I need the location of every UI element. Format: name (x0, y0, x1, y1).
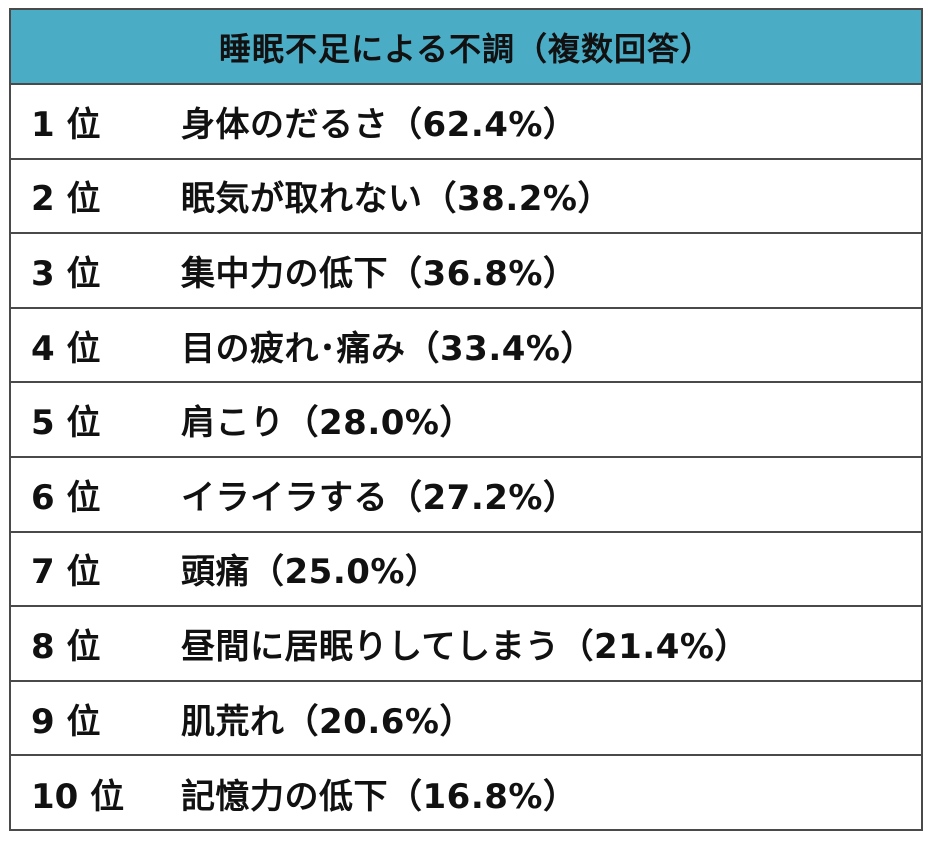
rank-label: 5 位 (31, 403, 101, 444)
item-label: 目の疲れ･痛み（33.4%） (181, 328, 595, 369)
ranking-table: 睡眠不足による不調（複数回答） 1 位 身体のだるさ（62.4%） 2 位 眠気… (9, 8, 923, 831)
item-label: 記憶力の低下（16.8%） (181, 777, 578, 818)
table-row: 5 位 肩こり（28.0%） (11, 383, 921, 458)
rank-label: 6 位 (31, 477, 101, 518)
rank-label: 1 位 (31, 104, 101, 145)
table-row: 2 位 眠気が取れない（38.2%） (11, 160, 921, 235)
table-row: 1 位 身体のだるさ（62.4%） (11, 85, 921, 160)
table-row: 4 位 目の疲れ･痛み（33.4%） (11, 309, 921, 384)
rank-label: 7 位 (31, 552, 101, 593)
rank-label: 2 位 (31, 179, 101, 220)
item-label: 眠気が取れない（38.2%） (181, 179, 612, 220)
item-label: 身体のだるさ（62.4%） (181, 104, 578, 145)
item-label: 頭痛（25.0%） (181, 552, 440, 593)
table-row: 7 位 頭痛（25.0%） (11, 533, 921, 608)
item-label: 集中力の低下（36.8%） (181, 253, 578, 294)
table-row: 3 位 集中力の低下（36.8%） (11, 234, 921, 309)
rank-label: 9 位 (31, 701, 101, 742)
table-row: 8 位 昼間に居眠りしてしまう（21.4%） (11, 607, 921, 682)
rank-label: 10 位 (31, 777, 125, 818)
table-row: 6 位 イライラする（27.2%） (11, 458, 921, 533)
rank-label: 4 位 (31, 328, 101, 369)
item-label: イライラする（27.2%） (181, 477, 578, 518)
table-row: 9 位 肌荒れ（20.6%） (11, 682, 921, 757)
table-title: 睡眠不足による不調（複数回答） (11, 10, 921, 85)
item-label: 昼間に居眠りしてしまう（21.4%） (181, 626, 749, 667)
item-label: 肩こり（28.0%） (181, 403, 474, 444)
table-row: 10 位 記憶力の低下（16.8%） (11, 756, 921, 831)
rank-label: 8 位 (31, 626, 101, 667)
rank-label: 3 位 (31, 253, 101, 294)
item-label: 肌荒れ（20.6%） (181, 701, 474, 742)
